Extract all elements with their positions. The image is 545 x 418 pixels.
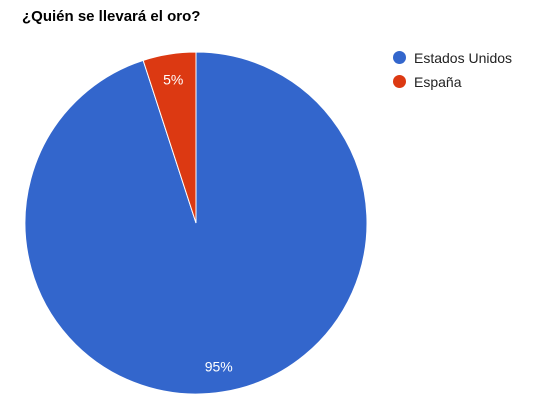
pie-slice-espana[interactable] — [142, 51, 197, 224]
data-label-estados-unidos: 95% — [205, 359, 233, 375]
chart-title: ¿Quién se llevará el oro? — [22, 8, 201, 25]
legend-label-espana: España — [414, 73, 462, 90]
legend-label-estados-unidos: Estados Unidos — [414, 49, 513, 66]
legend-swatch-estados-unidos — [393, 51, 406, 64]
pie-slice-estados-unidos[interactable] — [24, 51, 368, 395]
chart-legend: Estados Unidos España — [393, 48, 512, 96]
legend-item-espana[interactable]: España — [393, 72, 512, 91]
legend-swatch-espana — [393, 75, 406, 88]
data-label-espana: 5% — [163, 71, 183, 87]
legend-item-estados-unidos[interactable]: Estados Unidos — [393, 48, 512, 67]
